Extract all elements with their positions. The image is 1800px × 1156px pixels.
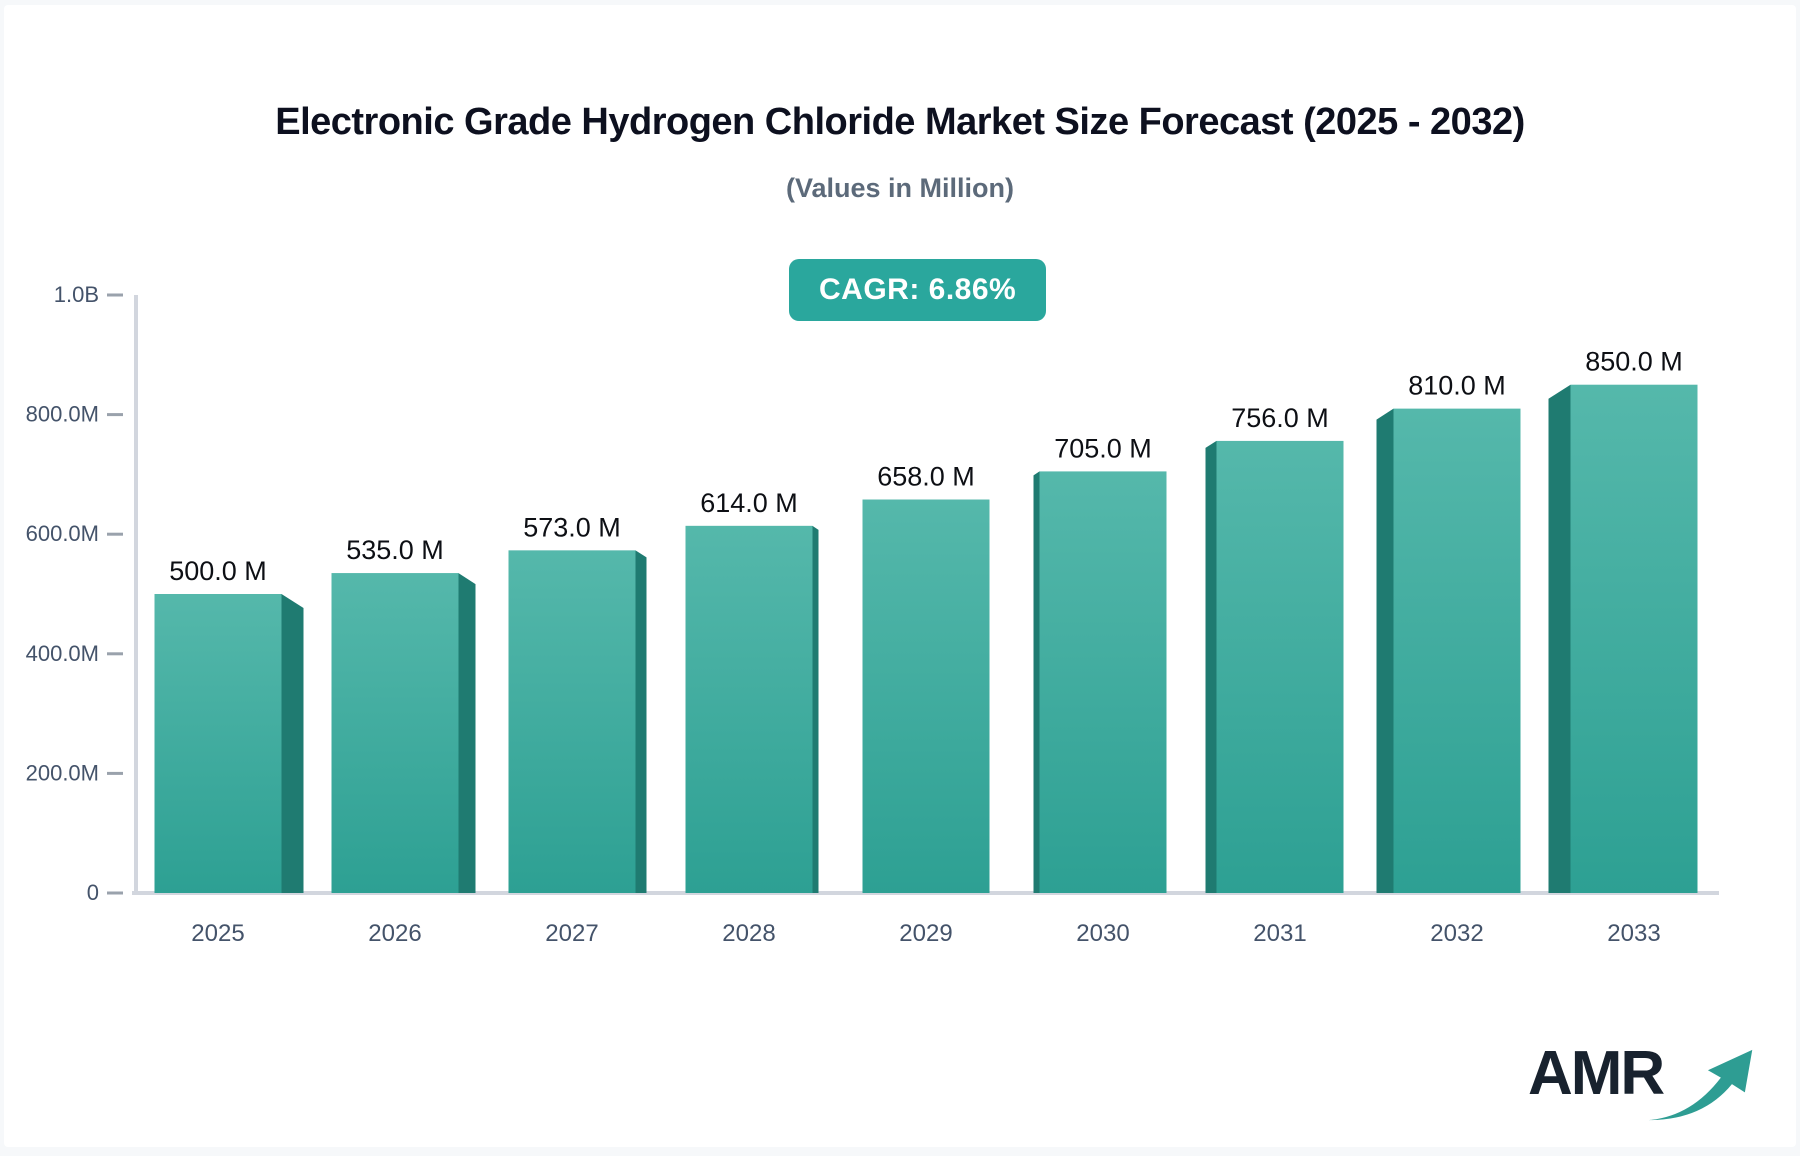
bar-side-face: [635, 550, 647, 893]
bar-2025[interactable]: 500.0 M 2025: [154, 556, 304, 947]
bar-front-face: [685, 525, 813, 893]
x-axis-label: 2030: [1076, 920, 1129, 947]
bar-value-label: 705.0 M: [1054, 433, 1152, 463]
bar-front-face: [1570, 384, 1698, 893]
bar-2033[interactable]: 850.0 M 2033: [1548, 347, 1698, 947]
y-tick-dash: [107, 532, 123, 536]
y-tick-label: 400.0M: [26, 641, 99, 666]
bar-front-face: [1039, 471, 1167, 893]
bar-front-face: [1216, 440, 1344, 893]
x-axis-label: 2027: [545, 920, 598, 947]
y-axis-line: [134, 295, 138, 895]
bar-front-face: [331, 573, 459, 893]
x-axis-label: 2028: [722, 920, 775, 947]
y-tick-label: 200.0M: [26, 760, 99, 785]
chart-subtitle: (Values in Million): [785, 173, 1015, 203]
x-axis-label: 2025: [191, 920, 244, 947]
bar-front-face: [154, 594, 282, 893]
bars: 500.0 M 2025 535.0 M 2026 573.0 M 2027 614.0 M…: [154, 347, 1698, 947]
x-axis-label: 2033: [1607, 920, 1660, 947]
x-axis-label: 2029: [899, 920, 952, 947]
y-tick-dash: [107, 891, 123, 895]
bar-front-face: [1393, 408, 1521, 893]
chart-card: Electronic Grade Hydrogen Chloride Marke…: [4, 5, 1796, 1147]
y-tick-label: 0: [87, 880, 99, 905]
chart-title: Electronic Grade Hydrogen Chloride Marke…: [275, 101, 1525, 143]
bar-2029[interactable]: 658.0 M 2029: [862, 462, 990, 947]
bar-side-face: [1376, 408, 1394, 893]
bar-front-face: [862, 499, 990, 893]
bar-value-label: 658.0 M: [877, 462, 975, 492]
bar-2028[interactable]: 614.0 M 2028: [685, 488, 819, 947]
bar-side-face: [1548, 384, 1571, 893]
y-tick-label: 1.0B: [54, 282, 99, 307]
bar-2031[interactable]: 756.0 M 2031: [1205, 403, 1344, 947]
bar-value-label: 810.0 M: [1408, 371, 1506, 401]
bar-side-face: [458, 573, 476, 893]
growth-arrow-icon: [1649, 1049, 1753, 1121]
x-axis-label: 2032: [1430, 920, 1483, 947]
y-tick-dash: [107, 293, 123, 297]
bar-value-label: 573.0 M: [523, 512, 621, 542]
x-axis-label: 2026: [368, 920, 421, 947]
amr-logo-text: AMR: [1528, 1039, 1665, 1108]
y-tick-dash: [107, 413, 123, 417]
bar-value-label: 500.0 M: [169, 556, 267, 586]
cagr-badge: CAGR: 6.86%: [789, 259, 1047, 321]
bar-value-label: 850.0 M: [1585, 347, 1683, 377]
bar-side-face: [281, 594, 304, 893]
bar-chart: 0 200.0M 400.0M 600.0M 800.0M 1.0B 500.0 M 202…: [26, 282, 1719, 947]
bar-2030[interactable]: 705.0 M 2030: [1033, 433, 1167, 947]
bar-2032[interactable]: 810.0 M 2032: [1376, 371, 1521, 947]
y-tick-dash: [107, 771, 123, 775]
bar-side-face: [1033, 471, 1040, 893]
bar-value-label: 614.0 M: [700, 488, 798, 518]
bar-side-face: [1205, 440, 1217, 893]
y-tick-label: 800.0M: [26, 402, 99, 427]
bar-2026[interactable]: 535.0 M 2026: [331, 535, 476, 947]
bar-value-label: 756.0 M: [1231, 403, 1329, 433]
y-tick-label: 600.0M: [26, 521, 99, 546]
bar-front-face: [508, 550, 636, 893]
bar-side-face: [812, 525, 819, 893]
amr-logo[interactable]: AMR: [1528, 1033, 1758, 1143]
y-tick-dash: [107, 652, 123, 656]
bar-2027[interactable]: 573.0 M 2027: [508, 512, 647, 947]
bar-value-label: 535.0 M: [346, 535, 444, 565]
x-axis-label: 2031: [1253, 920, 1306, 947]
